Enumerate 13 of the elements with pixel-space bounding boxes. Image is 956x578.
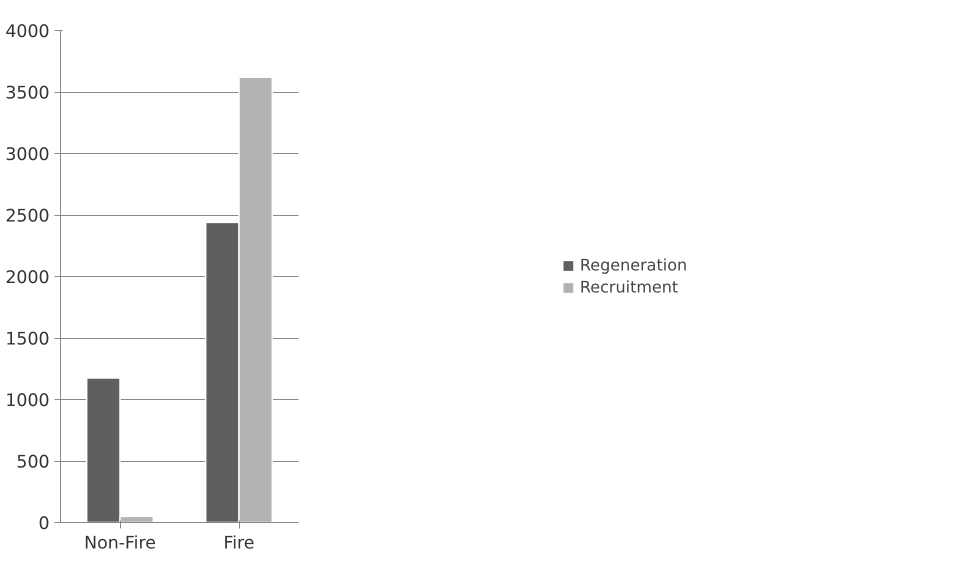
x-tick-label: Fire <box>224 534 254 554</box>
y-tick-label: 3000 <box>5 145 50 165</box>
y-tick-label: 4000 <box>5 22 50 42</box>
y-tick-label: 500 <box>16 452 50 472</box>
y-tick-label: 1000 <box>5 391 50 411</box>
y-tick-label: 1500 <box>5 330 50 350</box>
legend-label: Regeneration <box>580 256 688 274</box>
y-tick-label: 3500 <box>5 84 50 104</box>
x-tick-label: Non-Fire <box>84 534 156 554</box>
legend-label: Recruitment <box>580 278 678 296</box>
y-tick-label: 0 <box>38 514 50 534</box>
y-tick-label: 2000 <box>5 268 50 288</box>
y-tick-label: 2500 <box>5 206 50 226</box>
